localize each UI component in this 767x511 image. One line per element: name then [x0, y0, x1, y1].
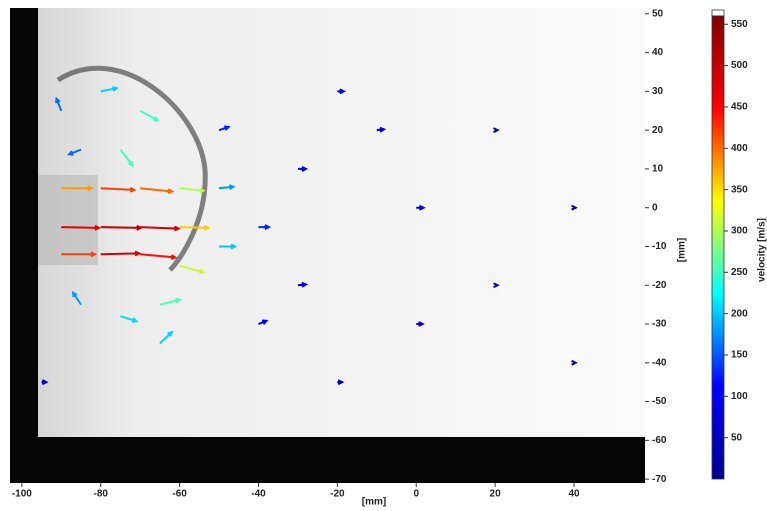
colorbar-tick-label: 100 — [731, 391, 748, 402]
y-tick-label: 40 — [652, 47, 664, 58]
x-tick-label: -40 — [251, 489, 266, 500]
colorbar-tick-label: 300 — [731, 226, 748, 237]
colorbar-tick-label: 150 — [731, 350, 748, 361]
x-tick-label: 20 — [490, 489, 502, 500]
colorbar-tick-label: 450 — [731, 102, 748, 113]
x-tick-label: -20 — [330, 489, 345, 500]
colorbar-tick-label: 400 — [731, 143, 748, 154]
y-axis-label: [mm] — [677, 238, 688, 262]
velocity-vector — [337, 380, 342, 384]
y-tick-label: -20 — [652, 280, 667, 291]
colorbar-cap — [712, 10, 724, 16]
x-tick-label: 0 — [413, 489, 419, 500]
y-tick-label: 10 — [652, 164, 664, 175]
colorbar-label: velocity [m/s] — [757, 218, 767, 282]
colorbar-tick-label: 350 — [731, 184, 748, 195]
colorbar — [712, 16, 724, 479]
y-tick-label: 30 — [652, 86, 664, 97]
x-tick-label: -60 — [172, 489, 187, 500]
x-axis-label: [mm] — [362, 497, 386, 508]
y-tick-label: 0 — [652, 202, 658, 213]
colorbar-tick-label: 500 — [731, 60, 748, 71]
colorbar-tick-label: 250 — [731, 267, 748, 278]
plot-background — [10, 8, 645, 483]
y-tick-label: -40 — [652, 357, 667, 368]
y-tick-label: -60 — [652, 435, 667, 446]
x-tick-label: -100 — [12, 489, 32, 500]
y-tick-label: 50 — [652, 8, 664, 19]
y-tick-label: -30 — [652, 319, 667, 330]
colorbar-tick-label: 200 — [731, 308, 748, 319]
colorbar-tick-label: 50 — [731, 432, 743, 443]
velocity-vector — [42, 380, 47, 384]
y-tick-label: 20 — [652, 125, 664, 136]
chart: [mm] [mm] velocity [m/s] -100-80-60-40-2… — [0, 0, 767, 511]
y-tick-label: -70 — [652, 474, 667, 485]
x-tick-label: -80 — [93, 489, 108, 500]
colorbar-tick-label: 550 — [731, 19, 748, 30]
x-tick-label: 40 — [568, 489, 580, 500]
y-tick-label: -50 — [652, 396, 667, 407]
y-tick-label: -10 — [652, 241, 667, 252]
